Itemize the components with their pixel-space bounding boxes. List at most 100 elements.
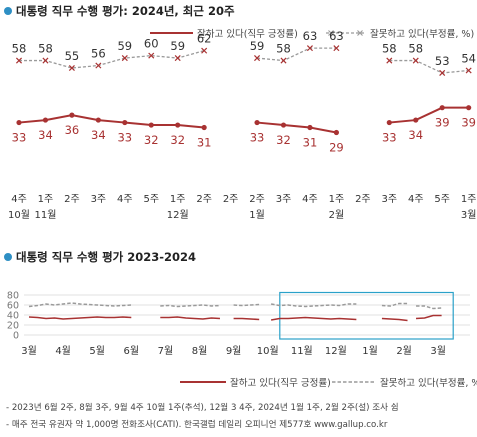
y-tick-label: 40 xyxy=(7,311,19,322)
negative-value-label: 60 xyxy=(144,37,159,51)
negative-value-label: 53 xyxy=(435,54,450,68)
positive-value-label: 34 xyxy=(91,128,106,142)
x-tick-label: 3주 xyxy=(382,194,398,205)
x-tick-label: 1주 xyxy=(461,194,477,205)
month-label: 11월 xyxy=(34,209,56,221)
positive-value-label: 33 xyxy=(250,131,265,145)
x-tick-label: 3월 xyxy=(21,345,37,357)
x-tick-label: 5월 xyxy=(89,345,105,357)
negative-point-icon xyxy=(412,57,419,64)
negative-point-icon xyxy=(465,67,472,74)
positive-series-line xyxy=(389,106,469,124)
legend-negative-marker-icon xyxy=(328,30,334,36)
x-tick-label: 2월 xyxy=(396,345,412,357)
positive-value-label: 29 xyxy=(329,140,344,154)
legend-positive-label: 잘하고 있다(직무 긍정률) xyxy=(197,28,298,40)
negative-series-line xyxy=(416,305,442,310)
x-tick-label: 4주 xyxy=(11,194,27,205)
negative-series-line xyxy=(389,59,469,74)
x-tick-label: 9월 xyxy=(226,345,242,357)
legend-negative-marker-icon xyxy=(357,30,363,36)
positive-point xyxy=(466,105,472,111)
positive-series-line xyxy=(270,316,357,321)
negative-point-icon xyxy=(174,55,181,62)
x-tick-label: 1주 xyxy=(38,194,54,205)
positive-value-label: 34 xyxy=(408,128,423,142)
x-tick-label: 5주 xyxy=(143,194,159,205)
negative-point-icon xyxy=(15,57,23,64)
positive-point xyxy=(386,119,392,126)
x-tick-label: 8월 xyxy=(192,345,208,357)
legend-positive-label: 잘하고 있다(직무 긍정률) xyxy=(230,377,331,389)
negative-series-line xyxy=(256,47,337,62)
negative-value-label: 63 xyxy=(303,29,318,43)
positive-point xyxy=(122,119,128,126)
chart-title: 대통령 직무 수행 평가 2023-2024 xyxy=(16,250,196,264)
negative-series-line xyxy=(270,303,357,308)
legend-negative-label: 잘못하고 있다(부정률, %) xyxy=(370,28,474,40)
x-tick-label: 3월 xyxy=(430,345,446,357)
x-tick-label: 2주 xyxy=(355,194,371,205)
negative-value-label: 59 xyxy=(250,39,265,53)
positive-value-label: 36 xyxy=(65,123,80,137)
footnote-2: - 매주 전국 유권자 약 1,000명 전화조사(CATI). 한국갤럽 데일… xyxy=(6,420,388,430)
legend-negative-label: 잘못하고 있다(부정률, %) xyxy=(380,377,477,389)
positive-point xyxy=(439,105,445,111)
title-bullet-icon xyxy=(4,253,12,261)
positive-value-label: 31 xyxy=(197,136,212,150)
negative-point-icon xyxy=(280,57,287,64)
positive-value-label: 32 xyxy=(276,133,291,147)
positive-series-line xyxy=(381,317,408,322)
negative-value-label: 63 xyxy=(329,29,344,43)
negative-series-line xyxy=(28,302,132,308)
positive-series-line xyxy=(18,114,205,129)
positive-value-label: 39 xyxy=(435,116,450,130)
negative-point-icon xyxy=(148,52,155,59)
x-tick-label: 12월 xyxy=(325,345,347,357)
negative-point-icon xyxy=(386,57,393,64)
negative-value-label: 62 xyxy=(197,32,212,46)
negative-value-label: 56 xyxy=(91,47,106,61)
negative-point-icon xyxy=(201,47,208,54)
positive-series-line xyxy=(28,316,132,320)
chart-title: 대통령 직무 수행 평가: 2024년, 최근 20주 xyxy=(16,4,235,18)
positive-point xyxy=(42,117,49,123)
positive-series-line xyxy=(160,316,221,320)
positive-series-line xyxy=(233,317,260,321)
x-tick-label: 7월 xyxy=(158,345,174,357)
positive-value-label: 33 xyxy=(382,131,397,145)
positive-point xyxy=(333,129,339,136)
positive-point xyxy=(95,117,101,123)
negative-value-label: 58 xyxy=(382,42,397,56)
x-tick-label: 3주 xyxy=(91,194,107,205)
positive-value-label: 32 xyxy=(170,133,185,147)
x-tick-label: 2주 xyxy=(249,194,265,205)
positive-value-label: 32 xyxy=(144,133,159,147)
month-label: 12월 xyxy=(167,209,189,221)
x-tick-label: 1월 xyxy=(362,345,378,357)
positive-point xyxy=(307,124,313,131)
positive-point xyxy=(16,119,22,126)
positive-point xyxy=(254,119,260,126)
positive-value-label: 34 xyxy=(38,128,53,142)
month-label: 2월 xyxy=(329,209,345,221)
y-tick-label: 80 xyxy=(7,291,19,302)
x-tick-label: 4주 xyxy=(408,194,424,205)
x-tick-label: 1주 xyxy=(329,194,345,205)
negative-series-line xyxy=(381,302,408,307)
month-label: 1월 xyxy=(249,209,265,221)
positive-value-label: 39 xyxy=(461,116,476,130)
negative-value-label: 58 xyxy=(408,42,423,56)
negative-point-icon xyxy=(68,64,75,72)
negative-series-line xyxy=(160,304,221,308)
x-tick-label: 10월 xyxy=(257,345,279,357)
x-tick-label: 11월 xyxy=(291,345,313,357)
negative-value-label: 59 xyxy=(170,39,185,53)
positive-value-label: 33 xyxy=(12,131,27,145)
x-tick-label: 1주 xyxy=(170,194,186,205)
positive-series-line xyxy=(256,121,337,134)
positive-point xyxy=(413,117,419,123)
